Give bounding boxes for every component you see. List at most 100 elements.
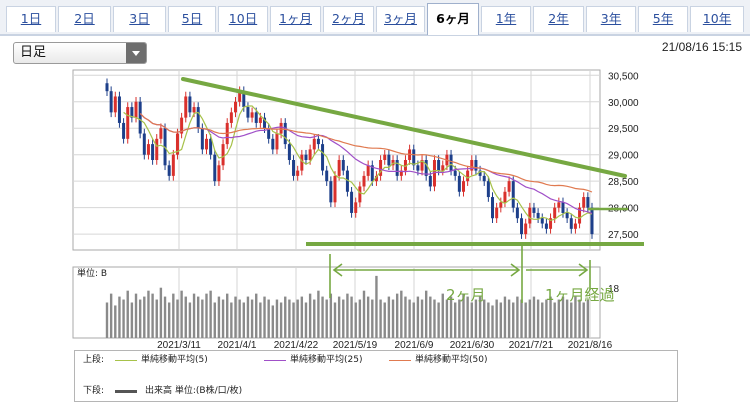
tab-6[interactable]: 1ヶ月 (270, 6, 321, 32)
volume-bar (275, 299, 279, 338)
tab-5[interactable]: 10日 (218, 6, 268, 32)
volume-bar (234, 296, 237, 338)
candle-body (416, 165, 420, 171)
chart-type-value: 日足 (20, 45, 47, 60)
volume-bar (458, 299, 461, 338)
volume-bar (350, 296, 353, 338)
volume-bar (574, 296, 577, 338)
ma50-line (139, 113, 593, 193)
legend-ma25-label: 単純移動平均(25) (290, 355, 363, 365)
tab-4[interactable]: 5日 (168, 6, 216, 32)
candle-body (287, 144, 291, 160)
legend-volume-swatch (115, 390, 137, 393)
volume-bar (536, 299, 540, 338)
volume-bar (512, 302, 515, 338)
time-tick-label: 2021/6/9 (395, 340, 434, 350)
tab-3[interactable]: 3日 (113, 6, 166, 32)
time-tick-label: 2021/4/22 (274, 340, 319, 350)
volume-bar (192, 293, 196, 338)
price-tick-label: 29,500 (608, 124, 639, 135)
chevron-down-icon[interactable] (126, 43, 146, 63)
candle-body (122, 122, 126, 139)
tab-8[interactable]: 3ヶ月 (376, 6, 425, 32)
candle-body (412, 149, 416, 166)
volume-bar (163, 296, 167, 338)
candle-body (449, 154, 453, 171)
candle-body (366, 165, 370, 176)
tab-11[interactable]: 2年 (533, 6, 584, 32)
volume-bar (255, 293, 258, 338)
tab-2[interactable]: 2日 (58, 6, 111, 32)
candle-body (213, 154, 217, 182)
volume-bar (449, 296, 453, 338)
volume-bar (213, 302, 216, 338)
volume-bar (122, 299, 125, 338)
candle-body (503, 191, 507, 203)
legend-ma5-label: 単純移動平均(5) (141, 355, 208, 365)
volume-bar (499, 302, 503, 338)
candle-body (130, 107, 134, 118)
volume-bar (188, 302, 192, 338)
time-tick-label: 2021/3/11 (157, 340, 201, 350)
candle-body (175, 133, 179, 155)
volume-bar (151, 293, 154, 338)
tab-14[interactable]: 10年 (690, 6, 744, 32)
candle-body (370, 165, 374, 182)
candle-body (561, 202, 565, 213)
candle-body (383, 154, 387, 160)
candle-body (528, 207, 532, 224)
volume-bar (134, 293, 138, 338)
volume-bar (284, 296, 287, 338)
candle-body (196, 107, 200, 129)
candle-body (316, 138, 320, 145)
candle-body (432, 160, 436, 187)
candle-body (358, 186, 362, 203)
tab-9[interactable]: 6ヶ月 (427, 3, 479, 35)
period-tabs: 1日 2日 3日 5日 10日 1ヶ月 2ヶ月 3ヶ月 6ヶ月 1年 2年 3年 5年 10年 (0, 0, 750, 36)
tab-1[interactable]: 1日 (6, 6, 56, 32)
resistance-trendline (181, 77, 627, 178)
price-plot-area (72, 69, 601, 251)
candle-body (437, 160, 441, 171)
ma5-line (123, 105, 593, 222)
legend-lower-label: 下段: (83, 386, 105, 396)
tab-10[interactable]: 1年 (481, 6, 531, 32)
tab-12[interactable]: 3年 (586, 6, 636, 32)
tab-7[interactable]: 2ヶ月 (323, 6, 374, 32)
time-tick-label: 2021/5/19 (333, 340, 378, 350)
volume-bar (582, 302, 585, 338)
candle-body (271, 138, 275, 150)
volume-bar (143, 296, 146, 338)
candle-body (333, 175, 337, 203)
volume-bar (201, 299, 204, 338)
volume-bar (130, 302, 134, 338)
volume-bar (553, 302, 556, 338)
volume-bar (230, 302, 233, 338)
candle-body (246, 107, 250, 118)
candle-body (234, 101, 238, 113)
chart-type-select[interactable]: 日足 (13, 42, 147, 64)
candle-body (590, 207, 594, 235)
candle-body (283, 122, 287, 145)
volume-bar (487, 302, 490, 338)
volume-bar (561, 296, 565, 338)
time-tick-label: 2021/4/1 (218, 340, 257, 350)
candle-body (180, 117, 184, 134)
candle-body (478, 170, 482, 176)
candle-body (192, 107, 196, 113)
volume-bar (391, 299, 395, 338)
volume-bar (416, 296, 420, 338)
volume-bar (333, 302, 337, 338)
candle-body (470, 160, 474, 171)
volume-bar (114, 305, 117, 338)
volume-bar (346, 293, 349, 338)
candle-body (553, 207, 557, 219)
volume-bar (565, 299, 569, 338)
candle-body (217, 165, 221, 182)
candle-body (184, 96, 188, 118)
candle-body (117, 96, 121, 123)
volume-bar (167, 302, 171, 338)
tab-13[interactable]: 5年 (638, 6, 688, 32)
candle-body (582, 197, 586, 208)
volume-bar (267, 299, 270, 338)
